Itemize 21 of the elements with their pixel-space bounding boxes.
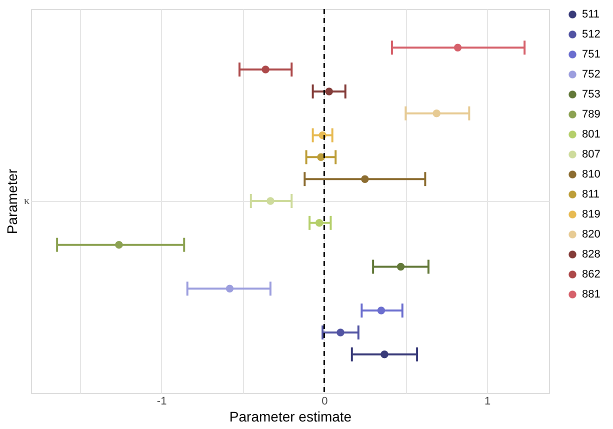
legend-label: 881 [582,288,600,300]
legend-label: 801 [582,128,600,140]
legend-label: 820 [582,228,600,240]
legend-label: 862 [582,268,600,280]
legend-label: 751 [582,48,600,60]
legend-label: 819 [582,208,600,220]
legend-label: 753 [582,88,600,100]
x-tick-label: 1 [484,396,491,408]
legend-label: 810 [582,168,600,180]
y-tick-label: κ [24,195,30,207]
legend-label: 789 [582,108,600,120]
x-tick-label: 0 [322,396,328,408]
y-axis-title: Parameter [4,168,20,234]
legend-label: 511 [582,8,600,20]
legend-label: 811 [582,188,600,200]
x-tick-label: -1 [156,396,167,408]
x-axis-title: Parameter estimate [229,408,352,424]
legend-label: 807 [582,148,600,160]
legend-label: 828 [582,248,600,260]
legend-label: 512 [582,28,600,40]
legend-label: 752 [582,68,600,80]
